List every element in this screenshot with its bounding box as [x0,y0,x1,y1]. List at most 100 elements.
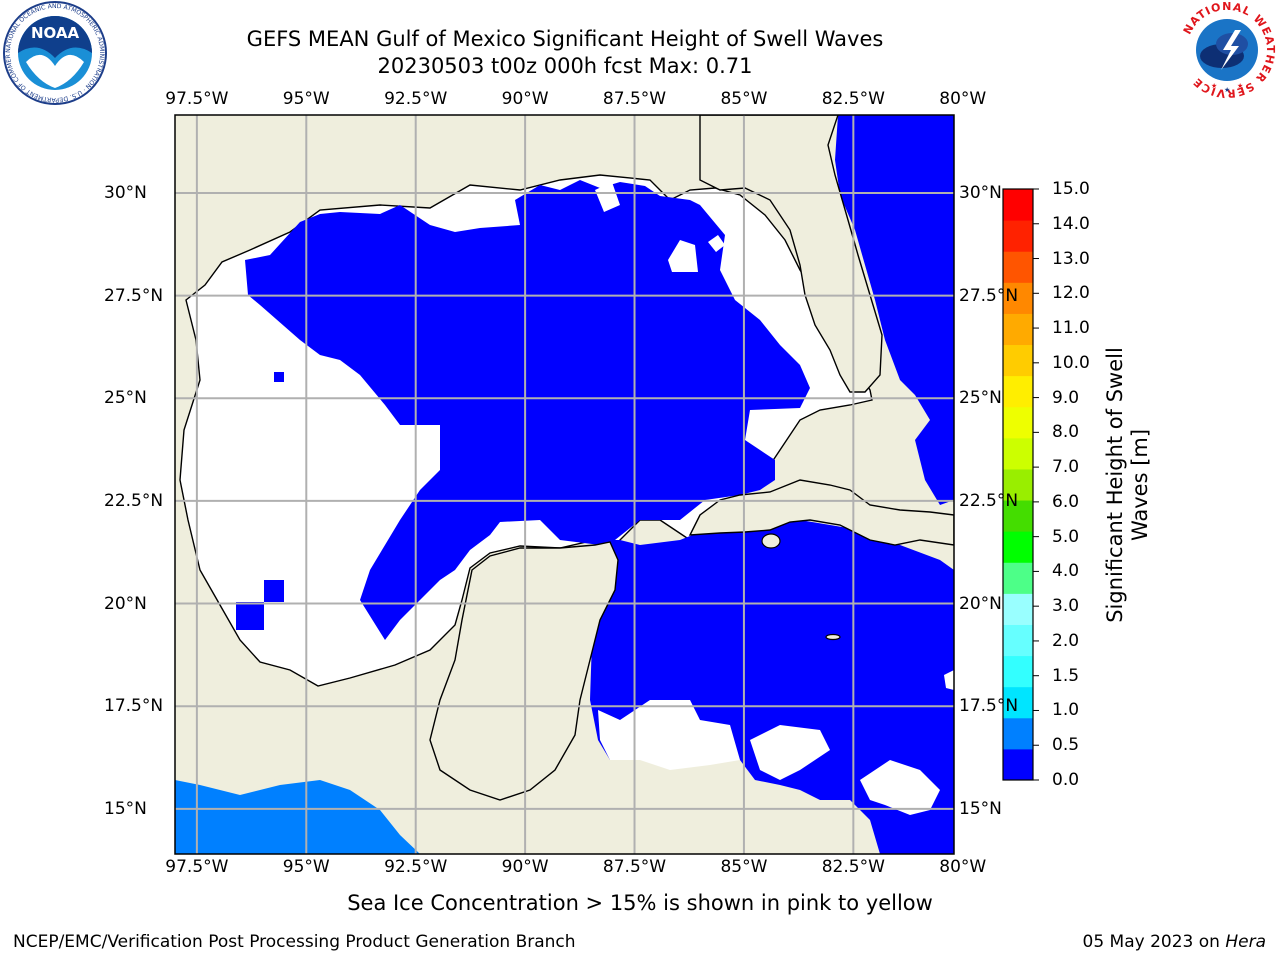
colorbar-tick-label: 12.0 [1052,283,1090,304]
colorbar-segment [1003,593,1033,625]
map-frame [174,114,955,855]
colorbar-segment [1003,531,1033,563]
colorbar-segment [1003,624,1033,657]
star-icon: ★ [1211,82,1217,90]
colorbar-tick-label: 5.0 [1052,526,1080,547]
lat-tick-label-right: 30°N [959,183,1002,203]
colorbar-tick-label: 9.0 [1052,387,1080,408]
colorbar-segment [1003,748,1033,781]
lat-tick-label-right: 20°N [959,593,1002,614]
colorbar-tick-label: 8.0 [1052,422,1080,443]
colorbar-tick-label: 2.0 [1052,630,1080,651]
colorbar-label-line2: Waves [m] [1128,428,1152,542]
colorbar-segment [1003,437,1033,470]
lat-tick-label-left: 17.5°N [104,696,164,717]
no-swell-hole [944,670,954,690]
lon-tick-label-top: 82.5°W [821,89,885,109]
lon-tick-label-bottom: 80°W [939,857,987,877]
colorbar-label: Significant Height of Swell Waves [m] [1103,347,1153,623]
chart-subtitle-forecast: 20230503 t00z 000h fcst Max: 0.71 [377,54,753,78]
colorbar-tick-label: 6.0 [1052,491,1080,512]
colorbar-segment [1003,468,1033,501]
lat-tick-label-left: 30°N [104,183,147,203]
lon-tick-label-top: 80°W [939,89,987,109]
colorbar-tick-label: 13.0 [1052,248,1090,269]
chart-title: GEFS MEAN Gulf of Mexico Significant Hei… [246,27,884,51]
lon-tick-label-top: 87.5°W [602,89,667,109]
colorbar-tick-label: 4.0 [1052,561,1080,582]
florida-landmass [699,115,883,393]
colorbar-segment [1003,344,1033,377]
colorbar-segment [1003,313,1033,346]
colorbar-tick-marks [1033,188,1039,781]
colorbar-segment [1003,717,1033,750]
swell-region-atlantic [835,115,954,505]
colorbar-segment [1003,220,1033,252]
colorbar-tick-label: 10.0 [1052,352,1090,373]
colorbar-segment [1003,375,1033,408]
jamaica-landmass [825,633,841,641]
colorbar-tick-label: 0.0 [1052,770,1080,790]
swell-patch [236,602,264,630]
lon-tick-label-top: 85°W [720,89,768,109]
colorbar [1002,188,1034,781]
colorbar-segment [1003,282,1033,314]
no-swell-hole [595,182,620,212]
no-swell-hole [860,760,940,815]
footer-date-text: 05 May 2023 on [1082,932,1226,952]
colorbar-tick-label: 0.5 [1052,735,1080,756]
star-icon: ★ [1224,86,1230,94]
no-swell-hole [598,700,740,770]
colorbar-tick-label: 11.0 [1052,318,1090,339]
footer-machine: Hera [1225,932,1266,952]
lon-tick-label-bottom: 95°W [282,857,330,877]
nws-logo: NATIONAL WEATHER SERVICE ★ ★ ★ [1179,0,1276,100]
no-swell-hole [668,240,698,272]
lon-tick-label-bottom: 85°W [720,857,768,877]
lat-tick-label-right: 27.5°N [959,285,1019,306]
no-swell-hole [708,235,725,252]
colorbar-tick-label: 3.0 [1052,596,1080,617]
lat-tick-label-left: 20°N [104,593,147,614]
colorbar-segment [1003,655,1033,688]
colorbar-tick-label: 7.0 [1052,457,1080,478]
colorbar-frame [1002,188,1034,781]
land-patch [175,762,440,854]
footer-branch: NCEP/EMC/Verification Post Processing Pr… [13,932,576,952]
swell-region-pacific [175,780,420,854]
noaa-logo: NATIONAL OCEANIC AND ATMOSPHERIC ADMINIS… [2,0,107,105]
colorbar-tick-label: 15.0 [1052,179,1090,199]
lat-tick-label-left: 22.5°N [104,490,164,511]
lon-tick-label-bottom: 82.5°W [821,857,885,877]
lon-tick-label-bottom: 87.5°W [602,857,667,877]
lat-tick-label-left: 25°N [104,388,147,409]
lon-tick-label-bottom: 97.5°W [165,857,229,877]
lat-tick-label-left: 27.5°N [104,285,164,306]
star-icon: ★ [1237,82,1243,90]
colorbar-tick-label: 1.0 [1052,700,1080,721]
colorbar-segment [1003,562,1033,594]
lon-tick-label-top: 95°W [282,89,330,109]
lat-tick-label-right: 17.5°N [959,696,1019,717]
colorbar-tick-label: 14.0 [1052,213,1090,234]
colorbar-segment [1003,189,1033,221]
sea-ice-note-text: Sea Ice Concentration > 15% is shown in … [347,891,933,915]
lon-tick-label-top: 90°W [501,89,549,109]
lon-tick-label-bottom: 92.5°W [384,857,448,877]
colorbar-segment [1003,500,1033,532]
isla-de-la-juventud [761,533,781,549]
footer-date: 05 May 2023 on Hera [1083,932,1267,952]
lon-tick-label-bottom: 90°W [501,857,549,877]
lat-tick-label-left: 15°N [104,798,147,819]
no-swell-hole [750,725,830,780]
lon-tick-label-top: 92.5°W [384,89,448,109]
noaa-logo-text: NOAA [31,24,80,42]
swell-patch [274,372,284,382]
colorbar-label-line1: Significant Height of Swell [1103,347,1127,623]
cuba-landmass [688,479,954,546]
lon-tick-label-top: 97.5°W [165,89,229,109]
lat-tick-label-right: 25°N [959,388,1002,409]
colorbar-tick-label: 1.5 [1052,665,1080,686]
lat-tick-label-right: 15°N [959,798,1002,819]
